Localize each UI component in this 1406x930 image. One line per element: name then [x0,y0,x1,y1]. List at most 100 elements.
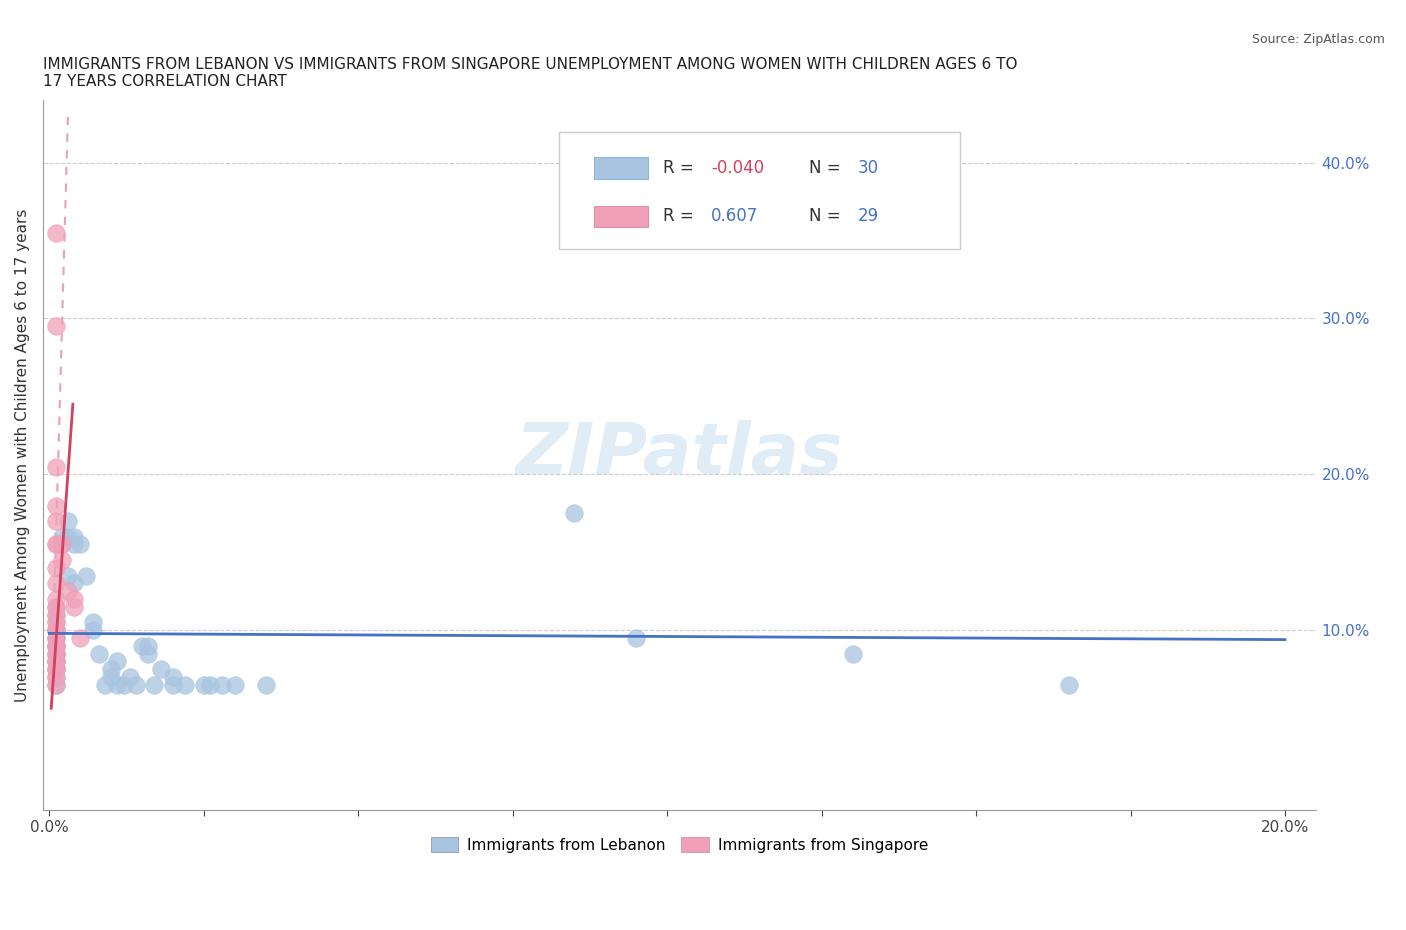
Point [100,662,122,677]
Point [45,607,67,622]
Point [56,584,79,599]
Point [112,677,135,692]
Point [626,631,648,645]
Point [69,631,91,645]
Point [45,319,67,334]
Point [143,677,166,692]
Point [100,670,122,684]
Point [45,631,67,645]
Point [51,537,73,551]
Point [45,615,67,630]
FancyBboxPatch shape [558,132,959,249]
Point [45,662,67,677]
Point [45,654,67,669]
Point [63,576,86,591]
Text: 29: 29 [858,207,879,225]
Point [193,677,215,692]
Point [94,677,117,692]
Point [45,600,67,615]
Point [131,638,153,653]
Point [45,498,67,513]
Point [162,677,184,692]
Point [841,646,863,661]
Point [45,623,67,638]
Point [45,225,67,240]
Point [254,677,277,692]
Point [45,576,67,591]
Point [45,537,67,551]
FancyBboxPatch shape [595,206,648,227]
Point [45,646,67,661]
Point [63,537,86,551]
Point [45,646,67,661]
Text: Source: ZipAtlas.com: Source: ZipAtlas.com [1251,33,1385,46]
Text: R =: R = [664,159,699,177]
Point [45,459,67,474]
Point [45,638,67,653]
Point [45,677,67,692]
Point [45,662,67,677]
Text: ZIPatlas: ZIPatlas [516,420,844,489]
Point [136,646,159,661]
Point [56,529,79,544]
Point [198,677,221,692]
Point [45,623,67,638]
Point [45,670,67,684]
Point [224,677,246,692]
Point [51,537,73,551]
Point [105,654,128,669]
Text: R =: R = [664,207,699,225]
Point [69,537,91,551]
Text: N =: N = [810,159,846,177]
Point [75,568,97,583]
Point [63,529,86,544]
Point [45,600,67,615]
Point [51,552,73,567]
Point [45,513,67,528]
Point [45,654,67,669]
Point [105,677,128,692]
Point [63,600,86,615]
Point [82,615,104,630]
Point [45,631,67,645]
Point [51,529,73,544]
Point [45,654,67,669]
Y-axis label: Unemployment Among Women with Children Ages 6 to 17 years: Unemployment Among Women with Children A… [15,208,30,701]
Point [118,670,141,684]
Point [149,662,172,677]
Text: 0.607: 0.607 [711,207,759,225]
Point [45,662,67,677]
Point [136,638,159,653]
Point [125,677,148,692]
Point [45,670,67,684]
Point [45,623,67,638]
Text: IMMIGRANTS FROM LEBANON VS IMMIGRANTS FROM SINGAPORE UNEMPLOYMENT AMONG WOMEN WI: IMMIGRANTS FROM LEBANON VS IMMIGRANTS FR… [44,57,1018,89]
Point [45,638,67,653]
Text: 30: 30 [858,159,879,177]
Point [45,537,67,551]
Point [45,638,67,653]
Point [45,654,67,669]
Point [63,591,86,606]
Point [45,646,67,661]
Point [45,561,67,576]
Legend: Immigrants from Lebanon, Immigrants from Singapore: Immigrants from Lebanon, Immigrants from… [425,830,935,858]
FancyBboxPatch shape [595,157,648,179]
Text: -0.040: -0.040 [711,159,765,177]
Point [174,677,197,692]
Text: N =: N = [810,207,846,225]
Point [1057,677,1080,692]
Point [56,513,79,528]
Point [45,623,67,638]
Point [211,677,233,692]
Point [56,568,79,583]
Point [45,631,67,645]
Point [82,623,104,638]
Point [45,623,67,638]
Point [45,591,67,606]
Point [45,638,67,653]
Point [45,677,67,692]
Point [87,646,110,661]
Point [45,615,67,630]
Point [45,607,67,622]
